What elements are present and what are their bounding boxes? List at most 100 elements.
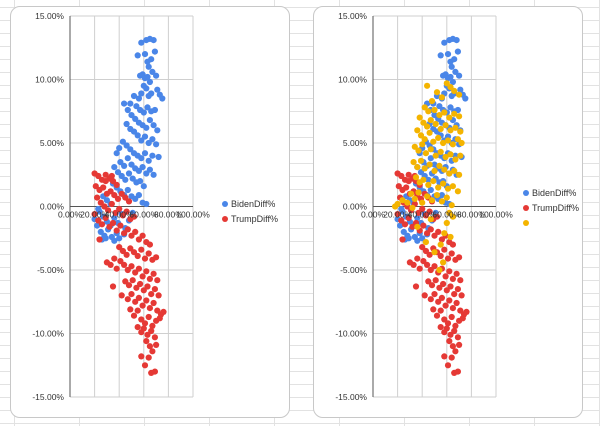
data-point xyxy=(141,255,149,262)
data-point xyxy=(443,287,450,294)
data-point xyxy=(128,291,135,298)
data-point xyxy=(449,183,456,190)
data-point xyxy=(426,251,433,258)
data-point xyxy=(451,327,458,335)
data-point xyxy=(124,106,131,114)
data-point xyxy=(151,368,158,375)
data-point xyxy=(447,331,454,338)
data-point xyxy=(415,189,422,196)
y-tick-label: 10.00% xyxy=(35,75,64,85)
data-point xyxy=(436,266,443,274)
data-point xyxy=(102,214,109,221)
data-point xyxy=(121,100,128,107)
data-point xyxy=(395,183,402,190)
data-point xyxy=(449,305,456,312)
data-point xyxy=(145,250,152,257)
data-point xyxy=(132,298,139,305)
data-point xyxy=(128,161,135,168)
data-point xyxy=(438,236,445,243)
data-point xyxy=(96,236,103,243)
data-point xyxy=(454,188,461,195)
data-point xyxy=(420,258,427,265)
data-point xyxy=(119,212,126,219)
data-point xyxy=(146,343,153,350)
data-point xyxy=(140,325,147,332)
data-point xyxy=(417,157,425,164)
data-point xyxy=(116,235,123,242)
data-point xyxy=(117,222,124,229)
data-point xyxy=(94,194,101,201)
data-point xyxy=(401,221,409,228)
chart-card-left[interactable]: 15.00% 10.00% 5.00% 0.00% -5.00% -10.00% -15.0… xyxy=(10,6,290,418)
data-point xyxy=(139,164,146,171)
data-point xyxy=(92,183,99,190)
x-tick-label: 100.00% xyxy=(176,210,210,220)
data-point xyxy=(443,219,450,227)
data-point xyxy=(145,313,152,321)
data-point xyxy=(143,200,150,208)
data-point xyxy=(448,63,455,70)
data-point xyxy=(100,184,107,191)
data-point xyxy=(124,155,131,162)
data-point xyxy=(134,252,141,260)
data-point xyxy=(138,90,145,97)
data-point xyxy=(454,286,461,293)
data-point xyxy=(454,48,461,55)
data-point xyxy=(129,277,136,284)
data-point xyxy=(412,283,420,290)
data-point xyxy=(437,125,444,133)
data-point xyxy=(420,222,427,229)
data-point xyxy=(448,354,455,361)
legend-label: BidenDiff% xyxy=(231,199,275,209)
data-point xyxy=(430,178,437,185)
y-tick-label: 15.00% xyxy=(35,11,64,21)
data-point xyxy=(456,171,463,178)
data-point xyxy=(116,205,123,213)
chart-card-right[interactable]: 15.00% 10.00% 5.00% 0.00% -5.00% -10.00% -15.0… xyxy=(313,6,583,418)
data-point xyxy=(452,156,459,163)
data-point xyxy=(144,331,151,338)
data-point xyxy=(155,153,162,161)
data-point xyxy=(95,205,102,213)
data-point xyxy=(143,338,150,345)
data-point xyxy=(134,132,141,139)
data-point xyxy=(118,292,125,299)
legend-label: BidenDiff% xyxy=(532,188,576,198)
data-point xyxy=(421,136,428,143)
data-point xyxy=(119,138,126,145)
data-point xyxy=(430,306,437,313)
data-point xyxy=(424,193,431,200)
data-point xyxy=(108,200,115,208)
data-point xyxy=(443,194,450,201)
data-point xyxy=(146,241,153,248)
data-point xyxy=(405,171,412,178)
data-point xyxy=(442,302,449,309)
data-point xyxy=(414,127,421,134)
data-point xyxy=(144,283,151,290)
data-point xyxy=(425,176,432,183)
data-point xyxy=(447,127,454,134)
data-point xyxy=(440,180,447,187)
data-point xyxy=(124,266,131,274)
data-point xyxy=(132,269,139,276)
data-point xyxy=(432,120,439,128)
data-point xyxy=(444,362,452,369)
legend-marker xyxy=(222,216,228,222)
data-point xyxy=(433,192,441,199)
data-point xyxy=(438,192,445,199)
data-point xyxy=(454,106,461,114)
data-point xyxy=(441,166,448,173)
data-point xyxy=(410,159,417,166)
data-point xyxy=(404,199,411,206)
data-point xyxy=(433,89,441,96)
data-point xyxy=(419,244,426,251)
data-point xyxy=(427,266,434,274)
x-tick-label: 60.00% xyxy=(129,210,158,220)
data-point xyxy=(116,145,123,152)
data-point xyxy=(431,167,438,174)
data-point xyxy=(111,255,118,262)
data-point xyxy=(457,86,464,93)
data-point xyxy=(444,51,452,58)
data-point xyxy=(433,312,441,319)
data-point xyxy=(103,197,110,204)
